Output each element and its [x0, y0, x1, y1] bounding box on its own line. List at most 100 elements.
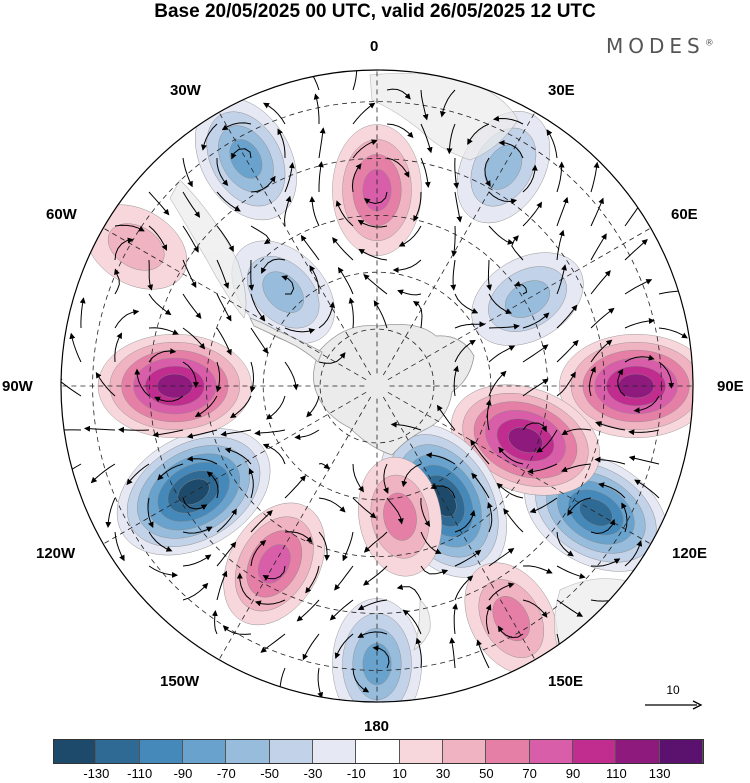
wind-arrow	[118, 426, 150, 433]
colorbar-cell	[312, 739, 357, 763]
wind-arrow	[493, 115, 524, 125]
wind-arrow	[590, 270, 611, 295]
latitude-circle	[149, 158, 605, 614]
wind-arrow	[134, 368, 150, 397]
wind-arrow	[114, 237, 134, 261]
wind-arrow	[488, 548, 515, 567]
reference-vector: 10	[643, 683, 703, 716]
wind-arrow	[415, 637, 422, 669]
wind-arrow	[222, 625, 252, 635]
wind-arrow	[589, 366, 596, 397]
wind-arrow	[90, 463, 116, 484]
wind-arrow	[546, 129, 558, 159]
wind-arrow	[561, 428, 592, 436]
wind-arrow	[522, 201, 543, 227]
wind-arrow	[594, 456, 626, 465]
wind-arrow	[363, 274, 388, 295]
colorbar	[53, 739, 703, 763]
wind-arrow	[211, 610, 218, 635]
wind-arrow	[470, 439, 490, 465]
wind-arrow	[595, 421, 626, 431]
wind-arrow	[69, 332, 82, 363]
wind-arrow	[182, 225, 199, 253]
wind-arrow	[277, 128, 286, 159]
wind-arrow	[313, 93, 320, 124]
wind-arrow	[216, 508, 237, 533]
wind-arrow	[248, 467, 255, 499]
wind-arrow	[467, 123, 490, 145]
wind-arrow	[186, 455, 218, 465]
wind-arrow	[250, 510, 273, 533]
colorbar-tick-label: 110	[605, 766, 627, 781]
wind-arrow	[148, 293, 172, 316]
wind-arrow	[148, 565, 178, 578]
wind-arrow	[224, 447, 252, 465]
wind-arrow	[284, 162, 295, 193]
latitude-circle	[319, 328, 435, 444]
wind-arrow	[420, 531, 442, 555]
wind-arrow	[148, 327, 179, 335]
colorbar-tick-label: 90	[565, 766, 581, 781]
wind-arrow	[556, 264, 567, 295]
wind-arrow	[590, 339, 613, 363]
wind-arrow	[454, 321, 486, 329]
wind-arrow	[352, 667, 370, 693]
wind-arrow	[114, 309, 140, 329]
wind-arrow	[454, 191, 463, 223]
wind-arrow	[147, 259, 154, 291]
wind-arrow	[556, 371, 576, 397]
wind-arrow	[590, 197, 604, 227]
wind-arrow	[451, 225, 458, 257]
wind-arrow	[262, 443, 286, 465]
wind-arrow	[79, 297, 86, 329]
reference-arrow-icon	[645, 700, 703, 710]
wind-arrow	[221, 122, 252, 131]
wind-arrow	[342, 531, 354, 562]
antarctic-peninsula	[249, 317, 323, 363]
colorbar-cell	[182, 739, 227, 763]
wind-arrow	[486, 259, 493, 291]
wind-arrow	[556, 229, 565, 261]
wind-arrow	[302, 633, 320, 661]
wind-arrow	[84, 425, 116, 432]
wind-arrow	[114, 224, 145, 232]
wind-arrow	[352, 70, 358, 91]
wind-arrow	[95, 371, 116, 397]
wind-arrow	[114, 332, 122, 363]
wind-arrow	[318, 301, 336, 329]
wind-arrow	[624, 318, 655, 329]
wind-arrow	[250, 225, 271, 245]
wind-arrow	[229, 395, 252, 419]
wind-arrow	[300, 234, 320, 261]
wind-arrow	[332, 237, 354, 261]
wind-arrow	[413, 191, 422, 222]
wind-arrow	[250, 540, 267, 567]
wind-arrow	[334, 565, 354, 591]
wind-arrow	[250, 293, 266, 322]
wind-arrow	[216, 541, 237, 567]
wind-arrow	[529, 497, 558, 514]
wind-arrow	[318, 531, 331, 561]
wind-arrow	[318, 127, 326, 159]
wind-arrow	[522, 164, 538, 193]
wind-arrow	[561, 463, 592, 473]
colorbar-cell	[616, 739, 660, 763]
wind-arrow	[182, 526, 213, 534]
wind-arrow	[633, 395, 660, 414]
wind-arrow	[216, 259, 230, 289]
wind-arrow	[485, 399, 492, 431]
wind-arrow	[231, 148, 252, 160]
australia-land	[554, 578, 651, 673]
wind-arrow	[281, 275, 295, 295]
wind-arrow	[522, 565, 553, 574]
wind-arrow	[305, 565, 320, 594]
wind-arrow	[352, 497, 377, 519]
wind-arrow	[522, 422, 547, 433]
wind-arrow	[396, 584, 422, 601]
meridian-line	[218, 396, 372, 660]
wind-arrow	[296, 599, 320, 622]
wind-arrow	[498, 139, 524, 159]
lon-label-120w: 120W	[36, 545, 76, 562]
meridian-line	[382, 396, 536, 660]
wind-arrow	[402, 609, 422, 635]
